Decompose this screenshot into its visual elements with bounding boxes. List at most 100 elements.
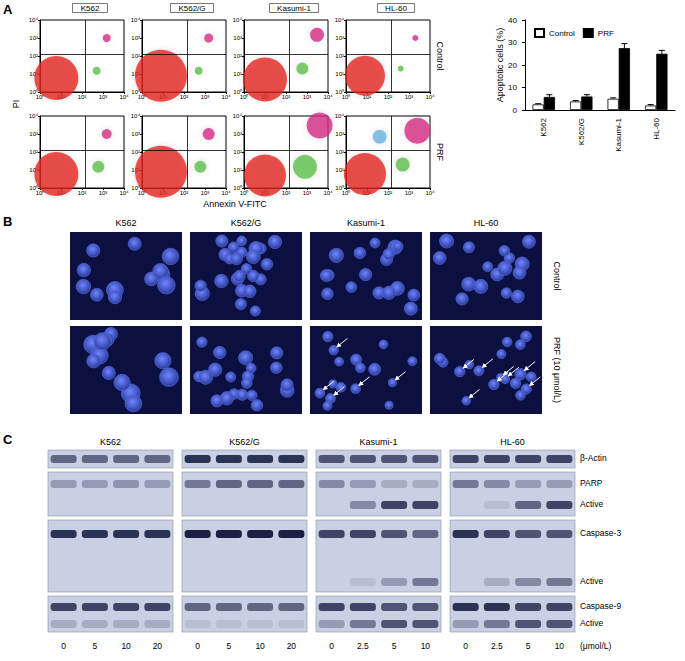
svg-text:2.5: 2.5 <box>357 641 369 651</box>
svg-text:10⁰: 10⁰ <box>342 189 351 196</box>
svg-text:PRF: PRF <box>435 143 445 162</box>
svg-text:Control: Control <box>552 261 562 290</box>
svg-text:10²: 10² <box>180 94 189 100</box>
svg-text:0: 0 <box>329 641 334 651</box>
svg-text:Active: Active <box>580 618 603 628</box>
svg-text:10²: 10² <box>384 190 393 196</box>
svg-text:5: 5 <box>227 641 232 651</box>
svg-text:B: B <box>3 214 12 229</box>
svg-text:Control: Control <box>435 41 445 70</box>
svg-text:10²: 10² <box>233 53 242 59</box>
svg-text:5: 5 <box>526 641 531 651</box>
svg-text:10²: 10² <box>131 53 140 59</box>
svg-text:10³: 10³ <box>29 35 38 41</box>
svg-text:10³: 10³ <box>201 94 210 100</box>
svg-text:HL-60: HL-60 <box>652 117 661 139</box>
svg-text:10⁰: 10⁰ <box>240 189 249 196</box>
svg-text:10³: 10³ <box>233 131 242 137</box>
svg-text:10⁴: 10⁴ <box>119 94 129 100</box>
svg-text:10²: 10² <box>233 149 242 155</box>
svg-text:PRF (10 μmol/L): PRF (10 μmol/L) <box>552 337 562 403</box>
svg-text:10²: 10² <box>335 149 344 155</box>
svg-text:10: 10 <box>255 641 265 651</box>
svg-text:10²: 10² <box>282 94 291 100</box>
svg-text:10⁴: 10⁴ <box>131 17 141 23</box>
svg-text:10³: 10³ <box>303 94 312 100</box>
svg-text:10³: 10³ <box>233 35 242 41</box>
svg-text:10⁴: 10⁴ <box>425 190 435 196</box>
svg-text:10²: 10² <box>29 149 38 155</box>
svg-text:10⁴: 10⁴ <box>323 94 333 100</box>
svg-text:Active: Active <box>580 576 603 586</box>
svg-text:10: 10 <box>508 83 517 92</box>
svg-text:K562/G: K562/G <box>229 437 260 447</box>
svg-text:Active: Active <box>580 499 603 509</box>
svg-text:0: 0 <box>195 641 200 651</box>
svg-text:HL-60: HL-60 <box>474 218 499 228</box>
svg-text:PI: PI <box>11 100 21 109</box>
svg-text:10⁴: 10⁴ <box>221 94 231 100</box>
svg-text:(μmol/L): (μmol/L) <box>580 641 612 651</box>
svg-text:10: 10 <box>421 641 431 651</box>
svg-text:10²: 10² <box>384 94 393 100</box>
svg-text:10³: 10³ <box>131 131 140 137</box>
svg-text:Kasumi-1: Kasumi-1 <box>614 117 623 151</box>
svg-text:10³: 10³ <box>405 94 414 100</box>
svg-text:10¹: 10¹ <box>335 167 344 173</box>
svg-text:10: 10 <box>121 641 131 651</box>
svg-text:40: 40 <box>508 16 517 25</box>
svg-text:10³: 10³ <box>303 190 312 196</box>
svg-text:Annexin V-FITC: Annexin V-FITC <box>203 199 267 209</box>
svg-text:10⁴: 10⁴ <box>29 17 39 23</box>
svg-text:A: A <box>3 2 13 17</box>
svg-text:10⁴: 10⁴ <box>335 17 345 23</box>
svg-text:10¹: 10¹ <box>233 167 242 173</box>
svg-text:Kasumi-1: Kasumi-1 <box>347 218 385 228</box>
svg-text:10³: 10³ <box>99 94 108 100</box>
svg-text:K562: K562 <box>81 4 100 13</box>
svg-text:10²: 10² <box>78 94 87 100</box>
svg-text:0: 0 <box>513 106 518 115</box>
svg-text:10⁴: 10⁴ <box>131 113 141 119</box>
svg-text:10³: 10³ <box>131 35 140 41</box>
svg-text:β-Actin: β-Actin <box>580 453 607 463</box>
svg-text:5: 5 <box>93 641 98 651</box>
svg-text:10⁴: 10⁴ <box>335 113 345 119</box>
svg-text:10: 10 <box>555 641 565 651</box>
svg-text:0: 0 <box>61 641 66 651</box>
svg-text:Control: Control <box>549 29 575 38</box>
svg-text:HL-60: HL-60 <box>385 4 407 13</box>
svg-text:10³: 10³ <box>99 190 108 196</box>
svg-text:K562/G: K562/G <box>231 218 262 228</box>
svg-text:10²: 10² <box>335 53 344 59</box>
svg-text:Kasumi-1: Kasumi-1 <box>359 437 397 447</box>
svg-text:10⁴: 10⁴ <box>323 190 333 196</box>
svg-text:Apoptotic cells (%): Apoptotic cells (%) <box>495 28 505 103</box>
svg-text:10³: 10³ <box>335 131 344 137</box>
svg-text:10⁴: 10⁴ <box>233 113 243 119</box>
svg-text:30: 30 <box>508 38 517 47</box>
svg-text:20: 20 <box>153 641 163 651</box>
svg-text:10⁰: 10⁰ <box>240 93 249 100</box>
svg-text:2.5: 2.5 <box>491 641 503 651</box>
svg-text:10³: 10³ <box>405 190 414 196</box>
svg-text:PRF: PRF <box>598 29 614 38</box>
svg-text:HL-60: HL-60 <box>500 437 525 447</box>
svg-text:10⁴: 10⁴ <box>233 17 243 23</box>
svg-text:10²: 10² <box>29 53 38 59</box>
svg-text:20: 20 <box>508 61 517 70</box>
svg-text:0: 0 <box>463 641 468 651</box>
svg-text:Caspase-3: Caspase-3 <box>580 528 621 538</box>
svg-text:20: 20 <box>287 641 297 651</box>
svg-text:10¹: 10¹ <box>233 71 242 77</box>
svg-text:10³: 10³ <box>29 131 38 137</box>
svg-text:5: 5 <box>392 641 397 651</box>
svg-text:K562: K562 <box>115 218 136 228</box>
svg-text:10⁴: 10⁴ <box>425 94 435 100</box>
svg-text:PARP: PARP <box>580 478 603 488</box>
svg-text:10²: 10² <box>180 190 189 196</box>
svg-text:10⁴: 10⁴ <box>119 190 129 196</box>
svg-text:10²: 10² <box>282 190 291 196</box>
svg-text:K562: K562 <box>100 437 121 447</box>
svg-text:Kasumi-1: Kasumi-1 <box>277 4 311 13</box>
